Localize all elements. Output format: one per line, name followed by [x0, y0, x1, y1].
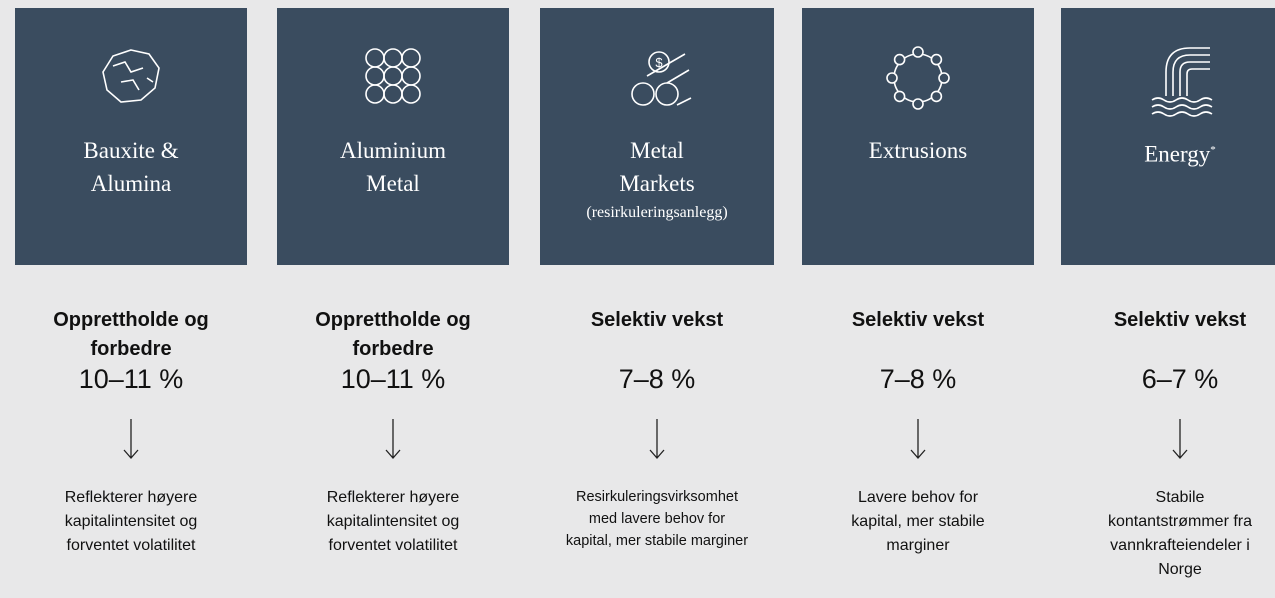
arrow — [385, 419, 401, 459]
segment-title-text: Extrusions — [868, 138, 968, 163]
segment-icon — [365, 48, 421, 104]
segment-title: Bauxite & — [0, 134, 271, 167]
description: kapital, mer stabile — [851, 513, 985, 530]
description: kapitalintensitet og — [326, 513, 460, 530]
target-value: 10–11 % — [78, 364, 184, 394]
segment-title: Extrusions — [778, 134, 1058, 167]
description: forventet volatilitet — [328, 537, 458, 554]
segment-title: Alumina — [0, 167, 271, 200]
target-value: 6–7 % — [1141, 364, 1219, 394]
segment-box — [802, 8, 1034, 265]
segment-title-text: Metal — [630, 138, 684, 163]
segment-icon — [102, 49, 160, 103]
description: Lavere behov for — [857, 489, 979, 506]
segment-title: Energy* — [1040, 134, 1275, 171]
segment-title-text: Bauxite & — [83, 138, 179, 163]
segment-box — [15, 8, 247, 265]
strategy: forbedre — [352, 338, 434, 360]
description: Norge — [1158, 561, 1202, 578]
strategy: Selektiv vekst — [851, 309, 985, 331]
description: Stabile — [1155, 489, 1205, 506]
segment-title-text: Metal — [366, 171, 420, 196]
svg-text:$: $ — [655, 55, 663, 70]
segment-title: Metal — [253, 167, 533, 200]
description: Resirkuleringsvirksomhet — [576, 489, 738, 505]
strategy: Selektiv vekst — [1113, 309, 1247, 331]
description: marginer — [886, 537, 950, 554]
segment-title: Markets — [517, 167, 797, 200]
segment-title-text: Energy — [1144, 141, 1211, 167]
description: Reflekterer høyere — [326, 489, 460, 506]
description: kontantstrømmer fra — [1107, 513, 1253, 530]
description: med lavere behov for — [588, 511, 726, 527]
segment-icon — [1151, 47, 1213, 117]
description: vannkrafteiendeler i — [1110, 537, 1250, 554]
strategy: Selektiv vekst — [590, 309, 724, 331]
description: forventet volatilitet — [66, 537, 196, 554]
segment-box: $ — [540, 8, 774, 265]
segment-title: Aluminium — [253, 134, 533, 167]
segment-subtitle: (resirkuleringsanlegg) — [586, 204, 728, 221]
title-note: * — [1210, 144, 1216, 156]
strategy: Opprettholde og — [315, 309, 471, 331]
arrow — [1172, 419, 1188, 459]
segment-title: Metal — [517, 134, 797, 167]
strategy: forbedre — [90, 338, 172, 360]
target-value: 7–8 % — [618, 364, 696, 394]
segment-icon: $ — [631, 51, 692, 106]
segment-title-text: Markets — [619, 171, 695, 196]
target-value: 10–11 % — [340, 364, 446, 394]
description: kapitalintensitet og — [64, 513, 198, 530]
segment-box — [277, 8, 509, 265]
segment-title-text: Alumina — [90, 171, 172, 196]
segment-box — [1061, 8, 1275, 265]
strategy: Opprettholde og — [53, 309, 209, 331]
description: Reflekterer høyere — [64, 489, 198, 506]
segment-title-text: Aluminium — [339, 138, 447, 163]
arrow — [123, 419, 139, 459]
arrow — [910, 419, 926, 459]
segment-icon — [886, 46, 950, 110]
target-value: 7–8 % — [879, 364, 957, 394]
description: kapital, mer stabile marginer — [565, 533, 749, 549]
arrow — [649, 419, 665, 459]
